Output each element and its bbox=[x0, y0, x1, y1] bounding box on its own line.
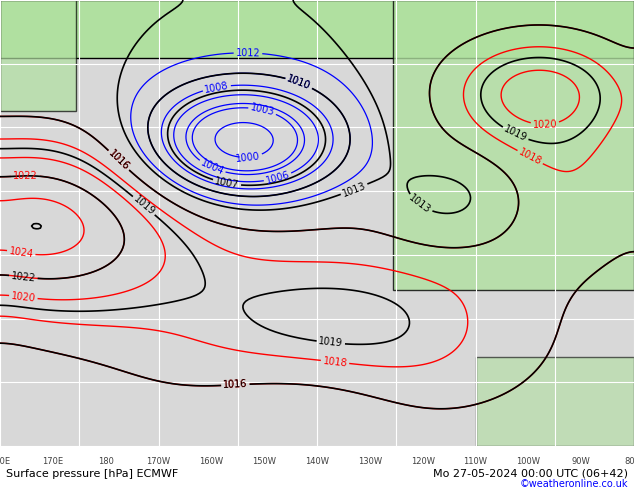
Text: 100W: 100W bbox=[516, 457, 540, 466]
Text: 1019: 1019 bbox=[502, 124, 529, 144]
Text: 1013: 1013 bbox=[407, 193, 432, 216]
Text: 1018: 1018 bbox=[517, 147, 543, 167]
Text: 1003: 1003 bbox=[249, 102, 275, 118]
FancyBboxPatch shape bbox=[0, 0, 634, 58]
Text: 160W: 160W bbox=[199, 457, 223, 466]
FancyBboxPatch shape bbox=[476, 357, 634, 446]
Text: 1013: 1013 bbox=[341, 180, 367, 198]
Text: 170E: 170E bbox=[42, 457, 63, 466]
Text: 1024: 1024 bbox=[8, 246, 34, 260]
Text: 1010: 1010 bbox=[286, 74, 312, 92]
Text: 1016: 1016 bbox=[107, 148, 131, 172]
Text: 1016: 1016 bbox=[223, 379, 248, 391]
Text: 1006: 1006 bbox=[264, 170, 291, 186]
Text: 1016: 1016 bbox=[223, 379, 248, 391]
Text: 1007: 1007 bbox=[214, 176, 240, 191]
Text: 90W: 90W bbox=[572, 457, 590, 466]
Text: 1020: 1020 bbox=[533, 119, 557, 130]
Text: 180: 180 bbox=[98, 457, 113, 466]
Text: 1004: 1004 bbox=[199, 158, 225, 177]
Text: ©weatheronline.co.uk: ©weatheronline.co.uk bbox=[519, 479, 628, 489]
Text: Surface pressure [hPa] ECMWF: Surface pressure [hPa] ECMWF bbox=[6, 469, 179, 479]
Text: 1008: 1008 bbox=[204, 80, 230, 95]
Text: 1022: 1022 bbox=[13, 171, 38, 181]
Text: 1000: 1000 bbox=[235, 151, 261, 164]
FancyBboxPatch shape bbox=[393, 0, 634, 290]
Text: 140W: 140W bbox=[305, 457, 329, 466]
Text: 1012: 1012 bbox=[236, 48, 261, 58]
Text: 1019: 1019 bbox=[318, 337, 344, 349]
Text: 1010: 1010 bbox=[286, 74, 312, 92]
Text: 110W: 110W bbox=[463, 457, 488, 466]
Text: Mo 27-05-2024 00:00 UTC (06+42): Mo 27-05-2024 00:00 UTC (06+42) bbox=[432, 469, 628, 479]
Text: 1019: 1019 bbox=[131, 194, 157, 218]
Text: 150W: 150W bbox=[252, 457, 276, 466]
Text: 170W: 170W bbox=[146, 457, 171, 466]
Text: 130W: 130W bbox=[358, 457, 382, 466]
Text: 160E: 160E bbox=[0, 457, 11, 466]
Text: 120W: 120W bbox=[411, 457, 435, 466]
Text: 1018: 1018 bbox=[322, 356, 347, 368]
Text: 1020: 1020 bbox=[11, 291, 36, 303]
Text: 80W: 80W bbox=[624, 457, 634, 466]
Text: 1022: 1022 bbox=[11, 270, 36, 283]
FancyBboxPatch shape bbox=[0, 0, 76, 112]
Text: 1016: 1016 bbox=[107, 148, 131, 172]
